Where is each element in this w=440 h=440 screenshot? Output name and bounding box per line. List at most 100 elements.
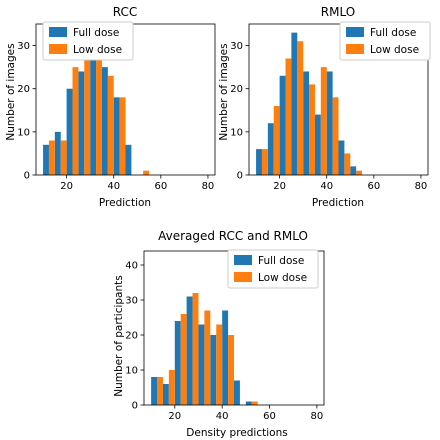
bar-low-dose [180, 314, 187, 405]
legend-label-full-dose: Full dose [258, 255, 304, 267]
bar-low-dose [119, 97, 126, 175]
bar-full-dose [43, 144, 49, 175]
bar-full-dose [78, 71, 85, 175]
bar-low-dose [285, 58, 292, 176]
bar-low-dose [143, 170, 150, 175]
bar-full-dose [151, 377, 158, 405]
y-axis-label: Number of participants [113, 275, 125, 396]
bar-full-dose [234, 380, 240, 405]
x-axis-label: Density predictions [186, 427, 287, 439]
bar-full-dose [245, 401, 252, 405]
bar-full-dose [267, 123, 274, 175]
bar-full-dose [326, 71, 333, 175]
bar-full-dose [186, 296, 193, 405]
plot-area: 20 40 60 80 0 10 20 30 [17, 23, 216, 192]
bar-full-dose [256, 149, 262, 175]
x-tick-label: 60 [367, 181, 380, 192]
bar-full-dose [54, 131, 61, 175]
bar-low-dose [228, 335, 234, 405]
y-tick-label: 20 [230, 84, 243, 95]
y-tick-label: 30 [125, 296, 138, 307]
plot-area: 20 40 60 80 0 10 20 30 40 [125, 250, 325, 422]
bar-low-dose [261, 149, 268, 175]
bar-low-dose [344, 153, 351, 175]
legend-swatch-low-dose [234, 272, 252, 282]
bar-low-dose [309, 84, 315, 175]
bar-low-dose [48, 140, 55, 175]
legend-label-full-dose: Full dose [370, 27, 416, 39]
y-tick-label: 0 [237, 171, 243, 182]
legend-swatch-full-dose [234, 255, 252, 265]
y-tick-label: 0 [24, 171, 30, 182]
y-axis-label: Number of images [218, 43, 230, 140]
bar-low-dose [297, 41, 304, 176]
y-tick-label: 40 [125, 261, 138, 272]
bar-full-dose [314, 114, 321, 175]
y-tick-label: 10 [17, 127, 30, 138]
bar-full-dose [338, 140, 345, 175]
bar-low-dose [332, 97, 339, 175]
bar-full-dose [303, 71, 310, 175]
legend: Full dose Low dose [339, 21, 431, 61]
chart-title: Averaged RCC and RMLO [158, 229, 308, 243]
x-tick-label: 40 [320, 181, 333, 192]
legend-label-low-dose: Low dose [73, 44, 122, 56]
chart-panel-averaged: Averaged RCC and RMLO Number of particip… [113, 229, 325, 439]
y-tick-label: 20 [125, 331, 138, 342]
y-tick-label: 10 [230, 127, 243, 138]
bar-low-dose [356, 170, 363, 175]
legend-swatch-full-dose [49, 27, 67, 37]
y-tick-label: 30 [17, 41, 30, 52]
legend-swatch-full-dose [346, 27, 364, 37]
bar-low-dose [273, 105, 280, 175]
legend: Full dose Low dose [42, 21, 134, 61]
legend-swatch-low-dose [49, 44, 67, 54]
y-tick-label: 20 [17, 84, 30, 95]
bar-low-dose [168, 370, 175, 405]
x-tick-label: 60 [154, 181, 167, 192]
bar-low-dose [204, 310, 211, 405]
bar-low-dose [107, 75, 114, 175]
y-tick-label: 30 [230, 41, 243, 52]
x-tick-label: 80 [202, 181, 215, 192]
bar-low-dose [60, 140, 67, 175]
x-axis-label: Prediction [312, 197, 364, 209]
x-tick-label: 40 [107, 181, 120, 192]
y-tick-label: 0 [132, 401, 138, 412]
legend: Full dose Low dose [227, 249, 319, 289]
x-tick-label: 60 [263, 411, 276, 422]
chart-panel-rcc: RCC Number of images Prediction 20 40 60 80… [5, 5, 216, 209]
bar-low-dose [157, 377, 163, 405]
x-tick-label: 80 [311, 411, 324, 422]
bar-low-dose [72, 67, 79, 175]
x-tick-label: 20 [273, 181, 286, 192]
bar-low-dose [192, 293, 199, 405]
bar-full-dose [174, 321, 181, 405]
axes-frame [248, 23, 429, 176]
y-tick-label: 10 [125, 366, 138, 377]
bar-full-dose [350, 166, 357, 175]
bar-low-dose [251, 401, 258, 405]
bar-low-dose [96, 36, 102, 175]
chart-title: RCC [113, 5, 138, 19]
bar-low-dose [216, 324, 223, 405]
x-axis-label: Prediction [99, 197, 151, 209]
legend-label-low-dose: Low dose [370, 44, 419, 56]
bar-full-dose [210, 335, 217, 405]
x-tick-label: 20 [168, 411, 181, 422]
bar-full-dose [113, 97, 120, 175]
legend-swatch-low-dose [346, 44, 364, 54]
bar-full-dose [222, 310, 229, 405]
bar-low-dose [320, 67, 327, 175]
x-tick-label: 20 [60, 181, 73, 192]
bar-full-dose [162, 384, 169, 405]
plot-area: 20 40 60 80 0 10 20 30 [230, 23, 429, 192]
legend-label-full-dose: Full dose [73, 27, 119, 39]
y-axis-label: Number of images [5, 43, 17, 140]
bar-full-dose [198, 324, 205, 405]
bar-full-dose [66, 88, 73, 175]
bar-full-dose [101, 67, 108, 175]
bar-full-dose [279, 75, 286, 175]
x-tick-label: 80 [415, 181, 428, 192]
